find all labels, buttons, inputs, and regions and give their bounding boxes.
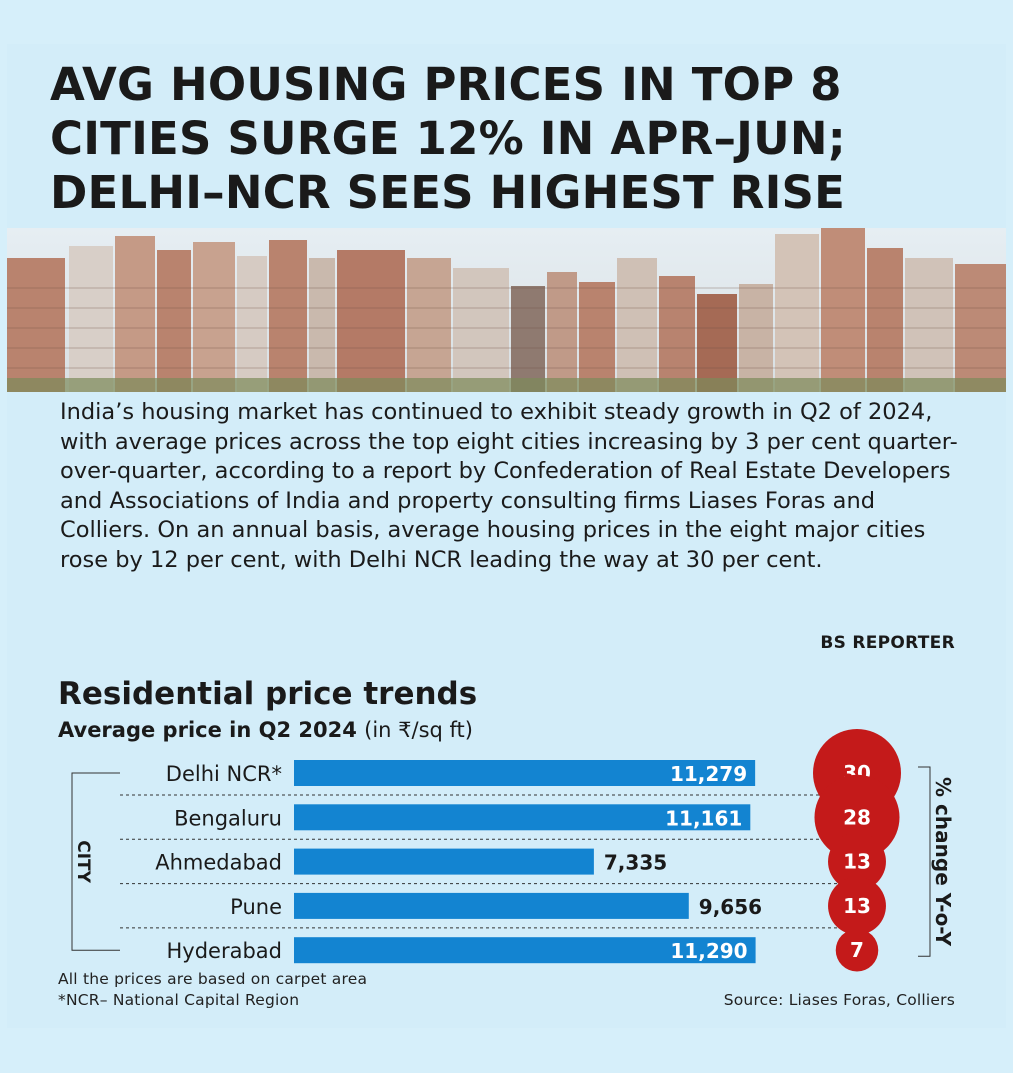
note-carpet-area: All the prices are based on carpet area: [58, 970, 368, 988]
category-label: Ahmedabad: [155, 851, 282, 875]
pct-change-bubble: [814, 774, 900, 860]
pct-axis-bracket: [918, 766, 931, 957]
category-label: Pune: [230, 895, 282, 919]
bar: [294, 760, 756, 786]
headline: AVG HOUSING PRICES IN TOP 8 CITIES SURGE…: [50, 58, 846, 219]
bar: [294, 937, 756, 964]
pct-change-bubble: [828, 876, 886, 935]
city-axis-bracket: [71, 772, 120, 951]
category-label: Bengaluru: [174, 806, 282, 830]
bar: [294, 848, 594, 875]
bar: [294, 892, 689, 919]
chart-subtitle: Average price in Q2 2024 (in ₹/sq ft): [58, 718, 473, 742]
chart-subtitle-text: Average price in Q2 2024: [58, 718, 357, 742]
bar-value-label: 11,161: [665, 806, 742, 830]
y-axis-label: CITY: [73, 840, 93, 883]
bar-value-label: 11,290: [670, 939, 747, 963]
bar-value-label: 11,279: [670, 762, 747, 786]
bar-value-label: 9,656: [699, 895, 762, 919]
bar-value-label: 7,335: [604, 851, 667, 875]
bar: [294, 804, 751, 831]
byline: BS REPORTER: [820, 633, 955, 653]
note-ncr: *NCR– National Capital Region: [58, 991, 300, 1009]
pct-change-bubble: [828, 832, 886, 891]
category-label: Hyderabad: [167, 939, 283, 963]
chart-title: Residential price trends: [58, 676, 478, 712]
pct-change-label: 7: [850, 938, 864, 962]
intro-paragraph: India’s housing market has continued to …: [60, 399, 958, 573]
pct-change-label: 28: [843, 805, 871, 829]
pct-change-label: 13: [843, 894, 871, 918]
pct-change-label: 13: [843, 850, 871, 874]
chart-subtitle-unit: (in ₹/sq ft): [364, 718, 473, 742]
pct-change-bubble: [835, 928, 879, 972]
source-credit: Source: Liases Foras, Colliers: [723, 991, 955, 1009]
city-skyline-photo: [7, 228, 1006, 392]
secondary-axis-label: % change Y-o-Y: [931, 777, 955, 947]
category-label: Delhi NCR*: [166, 762, 282, 786]
